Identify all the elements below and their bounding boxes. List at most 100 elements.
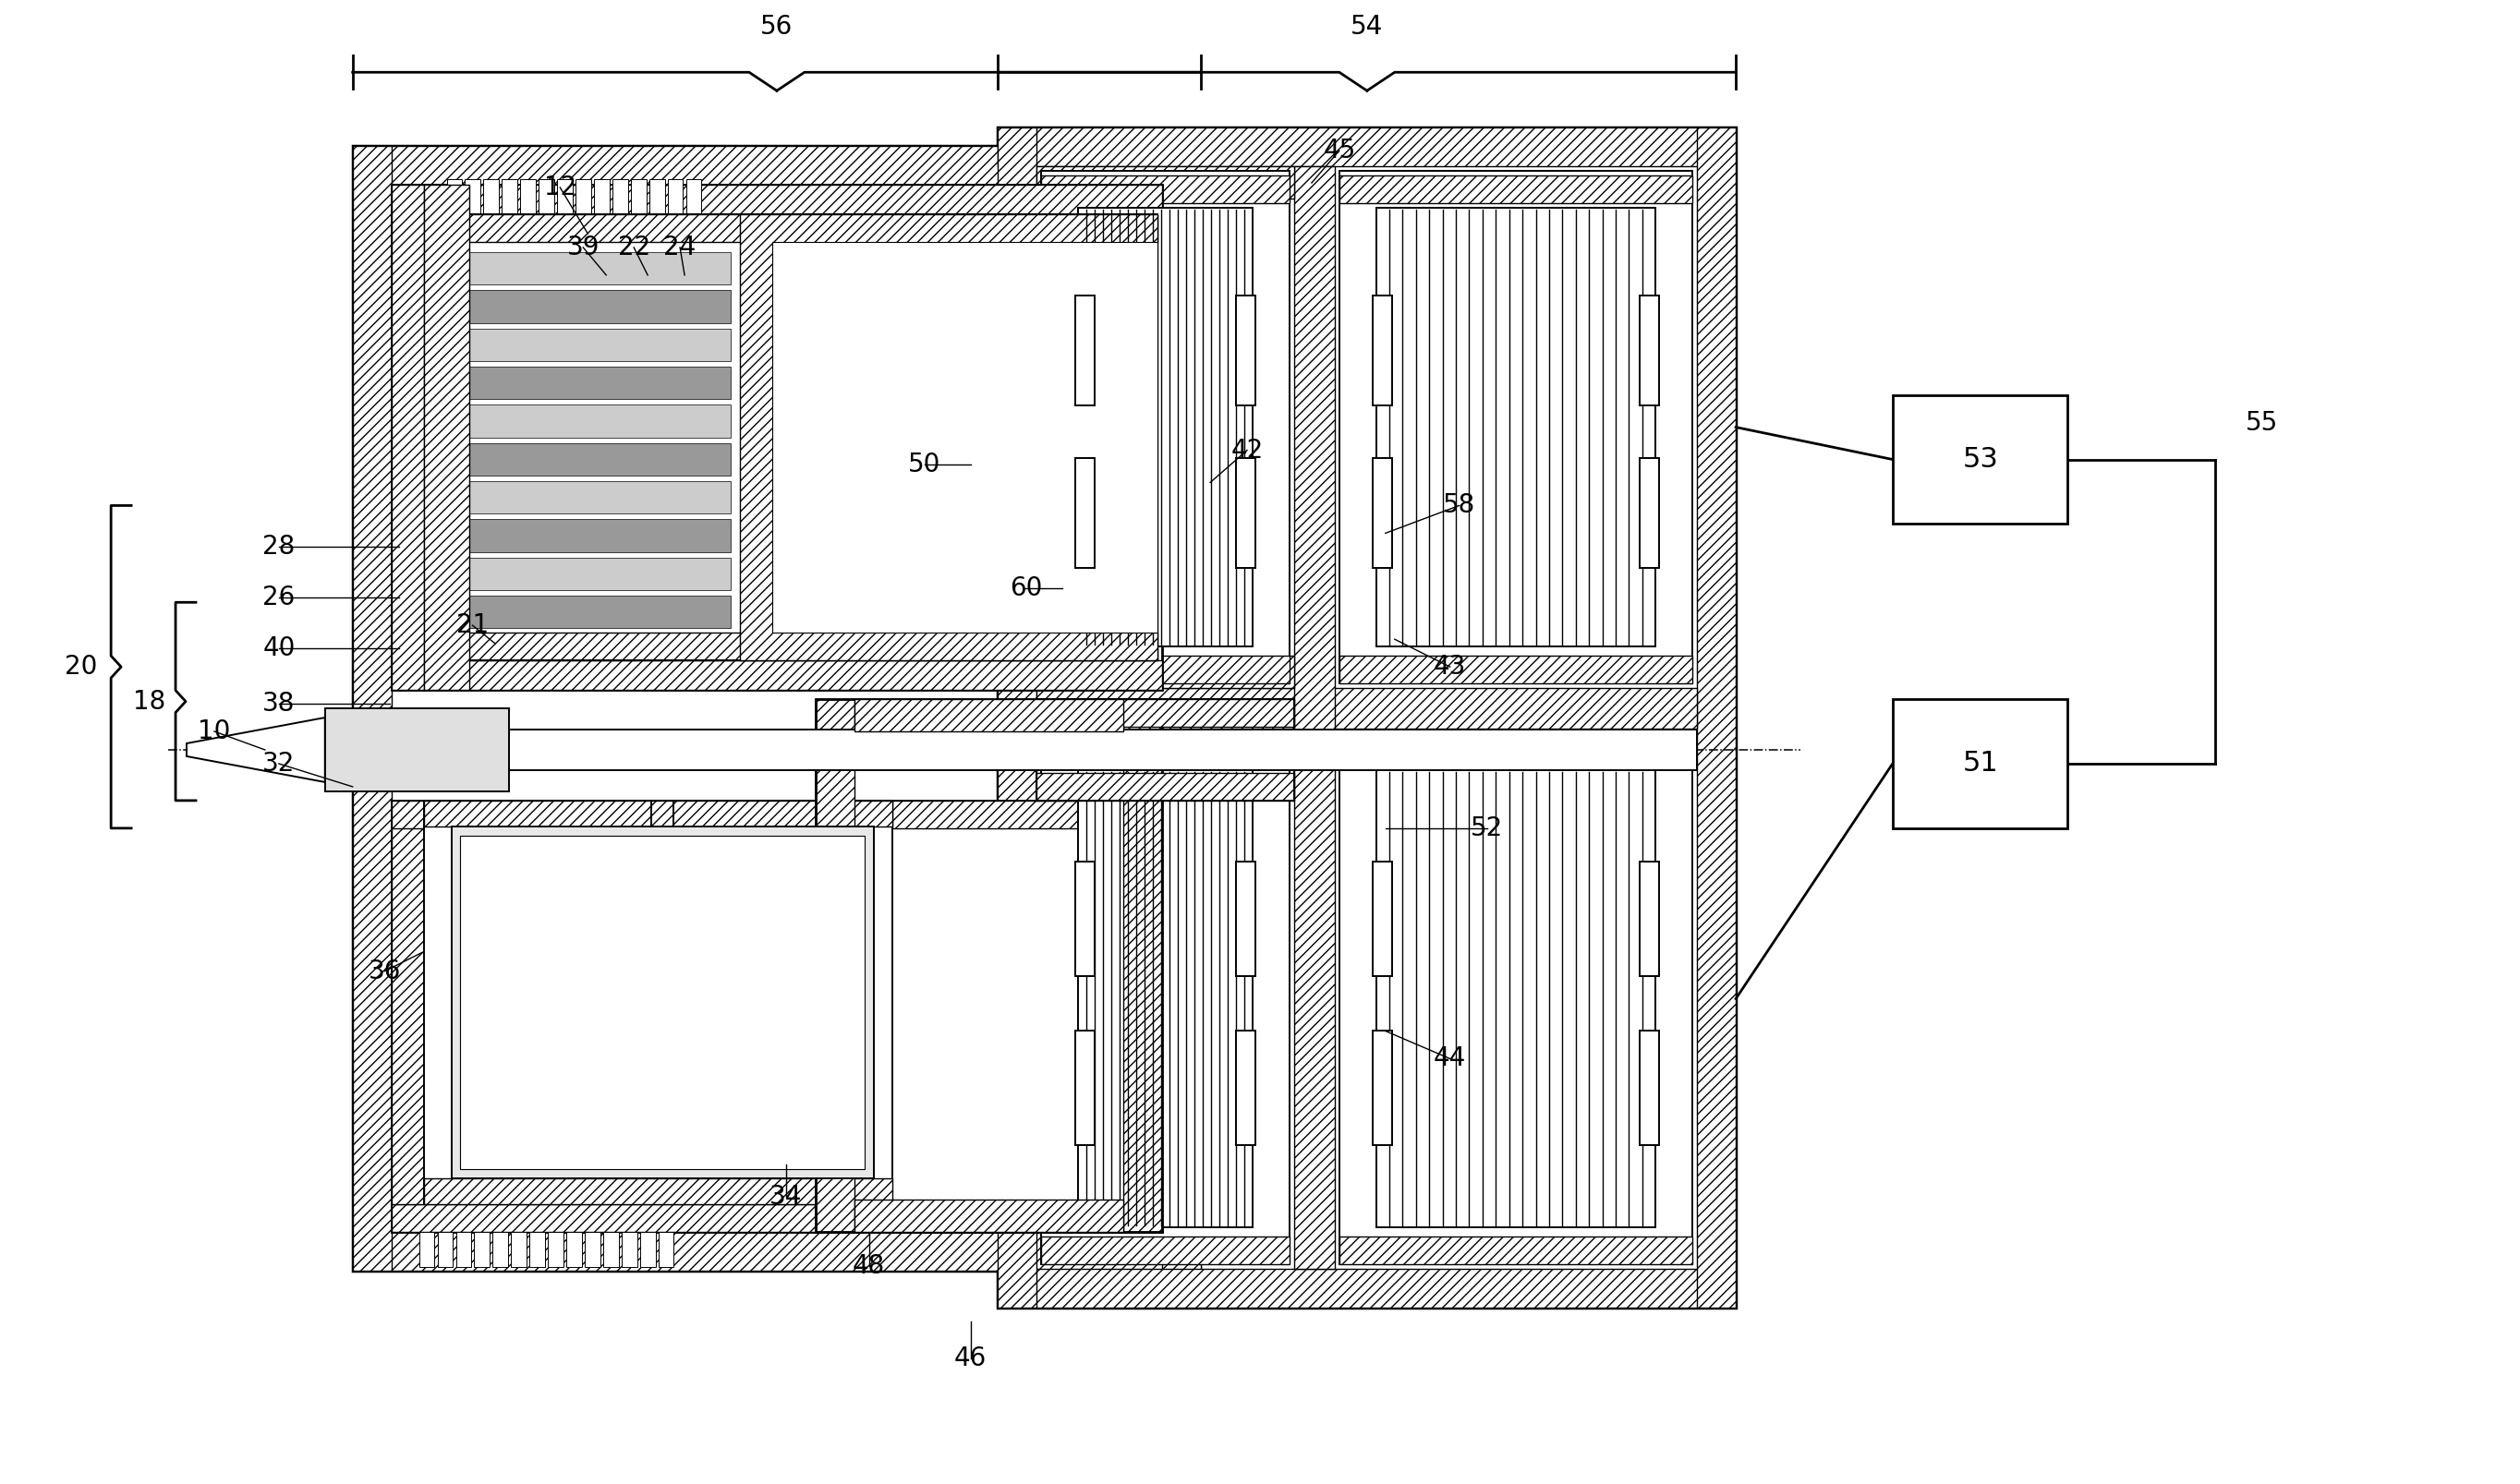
Bar	[612, 180, 627, 214]
Bar	[685, 180, 701, 214]
Polygon shape	[325, 708, 509, 791]
Bar	[1641, 862, 1658, 976]
Text: 34: 34	[769, 1184, 801, 1209]
Bar	[1041, 738, 1290, 766]
Bar	[1041, 733, 1290, 1264]
Text: 55: 55	[2245, 410, 2278, 435]
Bar	[454, 367, 731, 399]
Bar	[1237, 295, 1255, 405]
Bar	[668, 180, 683, 214]
Bar	[454, 291, 731, 324]
Text: 38: 38	[262, 692, 295, 717]
Bar	[501, 180, 517, 214]
Bar	[454, 558, 731, 591]
Bar	[391, 184, 1162, 214]
Bar	[1338, 738, 1693, 766]
Bar	[456, 1232, 471, 1267]
Bar	[640, 1232, 655, 1267]
Bar	[454, 481, 731, 513]
Text: 12: 12	[544, 175, 577, 200]
Bar	[454, 252, 731, 285]
Bar	[602, 1232, 617, 1267]
Bar	[391, 800, 1162, 828]
Bar	[1338, 656, 1693, 684]
Bar	[1338, 1236, 1693, 1264]
Bar	[466, 180, 481, 214]
Text: 20: 20	[63, 654, 96, 680]
Text: 26: 26	[262, 585, 295, 610]
Bar	[1237, 862, 1255, 976]
Bar	[494, 1232, 509, 1267]
Bar	[1041, 175, 1290, 203]
Bar	[423, 800, 892, 827]
Bar	[451, 827, 874, 1178]
Bar	[391, 800, 1162, 1232]
Bar	[423, 800, 892, 1205]
Bar	[426, 214, 1157, 660]
Text: 48: 48	[852, 1252, 885, 1279]
Bar	[816, 699, 854, 1232]
Bar	[630, 180, 645, 214]
Bar	[484, 180, 499, 214]
Bar	[454, 444, 731, 475]
Bar	[423, 184, 469, 690]
Bar	[446, 180, 461, 214]
Bar	[585, 1232, 600, 1267]
Bar	[1338, 171, 1693, 684]
Text: 24: 24	[663, 234, 696, 260]
Bar	[557, 180, 572, 214]
Bar	[1338, 733, 1693, 1264]
Bar	[567, 1232, 582, 1267]
Bar	[512, 1232, 527, 1267]
Bar	[1162, 145, 1202, 1270]
Text: 60: 60	[1011, 576, 1043, 601]
Bar	[1036, 699, 1293, 727]
Bar	[595, 180, 610, 214]
Text: 32: 32	[262, 751, 295, 776]
Bar	[854, 1199, 1124, 1232]
Polygon shape	[186, 718, 325, 782]
Bar	[1079, 770, 1252, 1227]
Bar	[998, 1269, 1736, 1307]
Bar	[998, 128, 1736, 166]
Bar	[353, 145, 1202, 1270]
Bar	[771, 242, 1157, 632]
Bar	[1041, 656, 1290, 684]
Bar	[1373, 459, 1391, 567]
Bar	[391, 660, 1162, 690]
Bar	[454, 405, 731, 438]
Bar	[1696, 128, 1736, 1307]
Text: 22: 22	[617, 234, 650, 260]
Bar	[1641, 1031, 1658, 1146]
Bar	[391, 800, 423, 1205]
Text: 43: 43	[1434, 654, 1467, 680]
Bar	[426, 214, 1157, 242]
Bar	[391, 1205, 1162, 1232]
Bar	[1237, 1031, 1255, 1146]
Bar	[426, 632, 1157, 660]
Bar	[1076, 1031, 1094, 1146]
Bar	[547, 1232, 562, 1267]
Bar	[1036, 166, 1293, 199]
Bar	[1893, 699, 2069, 828]
Text: 42: 42	[1230, 438, 1263, 463]
Bar	[854, 699, 1124, 732]
Bar	[575, 180, 590, 214]
Bar	[1338, 175, 1693, 203]
Bar	[741, 214, 1157, 660]
Text: 56: 56	[761, 15, 794, 40]
Text: 50: 50	[907, 451, 940, 476]
Text: 51: 51	[1963, 751, 1998, 778]
Text: 44: 44	[1434, 1046, 1467, 1071]
Bar	[1641, 459, 1658, 567]
Text: 58: 58	[1444, 493, 1477, 518]
Bar	[1373, 1031, 1391, 1146]
Text: 40: 40	[262, 635, 295, 662]
Bar	[1041, 171, 1290, 684]
Bar	[658, 1232, 673, 1267]
Bar	[391, 184, 1162, 690]
Text: 45: 45	[1323, 138, 1356, 163]
Bar	[1076, 295, 1094, 405]
Bar	[816, 699, 1162, 1232]
Bar	[1373, 862, 1391, 976]
